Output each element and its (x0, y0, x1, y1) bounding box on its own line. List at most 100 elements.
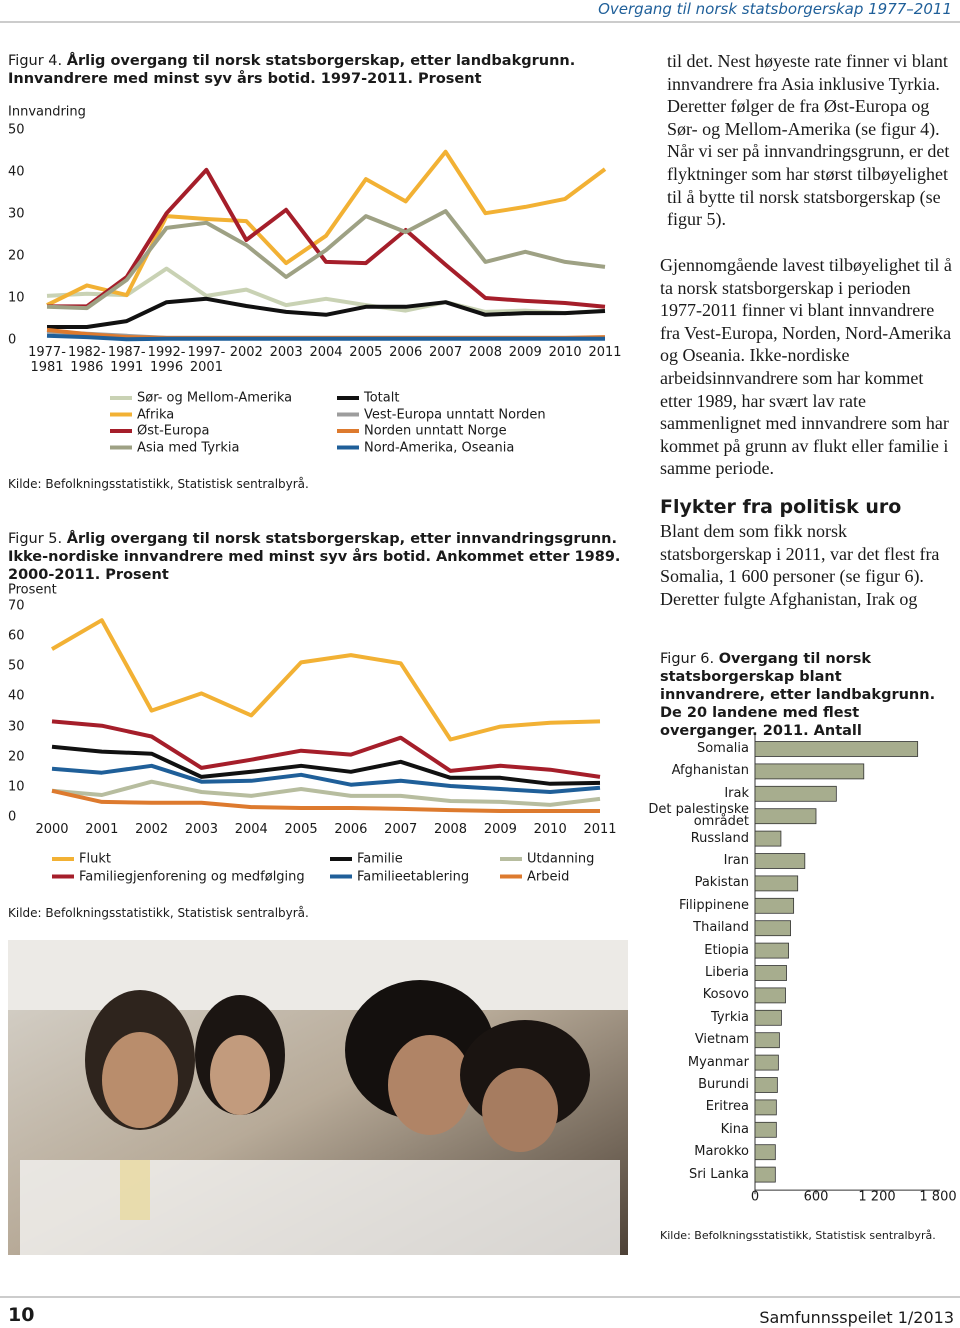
source: Kilde: Befolkningsstatistikk, Statistisk… (660, 1229, 936, 1242)
y-tick-label: 50 (8, 658, 25, 674)
series-line (46, 327, 606, 340)
y-tick-label: 0 (8, 332, 17, 348)
legend-label: Familiegjenforening og medfølging (79, 869, 305, 884)
source: Kilde: Befolkningsstatistikk, Statistisk… (8, 477, 309, 491)
paragraph: Gjennomgående lavest tilbøyelighet til å… (660, 255, 952, 479)
figure-label: Figur 5. (8, 531, 63, 547)
x-tick-label: 2008 (433, 822, 468, 837)
figure-label: Figur 6. (660, 651, 715, 667)
paragraph: Blant dem som fikk norsk statsborgerskap… (660, 521, 940, 609)
series-line (51, 763, 601, 794)
series-line (46, 149, 607, 307)
x-tick-label: 2011 (583, 822, 617, 837)
legend-label: Øst-Europa (137, 423, 210, 439)
bar (754, 897, 795, 914)
y-tick-label: Kina (720, 1121, 749, 1137)
x-tick-label: 2011 (588, 345, 622, 360)
bar (754, 920, 791, 937)
x-tick-label: 2006 (389, 345, 423, 360)
y-tick-label: Filippinene (679, 897, 749, 913)
figure-caption: Figur 6. Overgang til norsk statsborgers… (660, 650, 950, 740)
photo (8, 940, 628, 1255)
bar (754, 942, 789, 959)
series-line (51, 719, 601, 779)
bar (754, 785, 837, 802)
y-axis-label: Innvandring (8, 104, 86, 120)
y-tick-label: 20 (8, 248, 25, 264)
x-tick-label: 0 (750, 1189, 760, 1205)
source: Kilde: Befolkningsstatistikk, Statistisk… (8, 906, 309, 920)
legend-label: Utdanning (527, 851, 595, 867)
x-tick-label: 1997- 2001 (187, 345, 226, 375)
x-tick-label: 2010 (548, 345, 582, 360)
legend-label: Arbeid (527, 869, 570, 884)
y-tick-label: Iran (723, 853, 749, 868)
legend-label: Familieetablering (357, 869, 470, 884)
y-axis-label: Prosent (8, 582, 57, 598)
y-tick-label: 50 (8, 122, 25, 138)
x-tick-label: 2009 (483, 822, 517, 837)
series-line (46, 266, 606, 316)
legend-label: Nord-Amerika, Oseania (364, 440, 515, 455)
x-tick-label: 1977- 1981 (28, 345, 66, 375)
x-tick-label: 1982- 1986 (67, 345, 106, 375)
x-tick-label: 1 200 (858, 1189, 896, 1205)
y-tick-label: 20 (8, 749, 25, 765)
bar (754, 808, 817, 825)
figure-title: Overgang til norsk statsborgerskap blant… (660, 651, 936, 739)
bar (754, 1121, 777, 1138)
legend-label: Totalt (364, 390, 400, 406)
x-tick-label: 2001 (85, 822, 119, 837)
x-tick-label: 600 (803, 1189, 829, 1205)
series-line (47, 296, 606, 329)
x-tick-label: 2005 (349, 345, 383, 360)
x-tick-label: 1992- 1996 (147, 345, 186, 375)
x-tick-label: 2008 (468, 345, 502, 360)
x-tick-label: 2007 (384, 822, 418, 837)
figure-title: Årlig overgang til norsk statsborgerskap… (8, 53, 576, 87)
figure-label: Figur 4. (8, 53, 63, 69)
x-tick-label: 2000 (35, 822, 69, 837)
legend-label: Asia med Tyrkia (137, 440, 240, 455)
y-tick-label: 40 (8, 164, 25, 180)
y-tick-label: Liberia (704, 965, 749, 980)
x-tick-label: 2007 (429, 345, 463, 360)
y-tick-label: Somalia (696, 741, 749, 756)
bar (754, 830, 782, 847)
y-tick-label: 30 (8, 206, 25, 222)
series-line (47, 167, 606, 309)
y-tick-label: Tyrkia (710, 1009, 749, 1025)
heading: Flykter fra politisk uro (660, 496, 902, 518)
bar (754, 741, 919, 757)
y-tick-label: Russland (690, 830, 749, 846)
bar (754, 1054, 779, 1071)
x-tick-label: 2002 (229, 345, 263, 360)
y-tick-label: Thailand (693, 920, 749, 936)
y-tick-label: 40 (8, 688, 25, 704)
series-line (46, 333, 605, 342)
bar (754, 1009, 782, 1026)
figure-caption: Figur 4. Årlig overgang til norsk statsb… (8, 52, 628, 88)
x-tick-label: 2003 (269, 345, 303, 360)
x-tick-label: 2009 (508, 345, 542, 360)
y-tick-label: 0 (8, 809, 17, 825)
series-line (51, 779, 601, 807)
page-number: 10 (8, 1304, 35, 1326)
x-tick-label: 1 800 (919, 1189, 957, 1205)
x-tick-label: 2004 (234, 822, 268, 837)
y-tick-label: Marokko (694, 1144, 749, 1160)
figure-caption: Figur 5. Årlig overgang til norsk statsb… (8, 530, 628, 584)
bar (754, 1077, 778, 1093)
y-tick-label: Afghanistan (671, 763, 749, 779)
y-tick-label: 10 (8, 779, 25, 795)
publication: Samfunnsspeilet 1/2013 (759, 1308, 954, 1327)
bar (754, 1144, 776, 1161)
legend-label: Vest-Europa unntatt Norden (364, 407, 546, 422)
bar (754, 1032, 780, 1049)
x-tick-label: 2005 (284, 822, 318, 837)
bar (754, 987, 786, 1004)
bar (754, 853, 806, 869)
series-line (51, 788, 600, 813)
bar (754, 1166, 776, 1183)
